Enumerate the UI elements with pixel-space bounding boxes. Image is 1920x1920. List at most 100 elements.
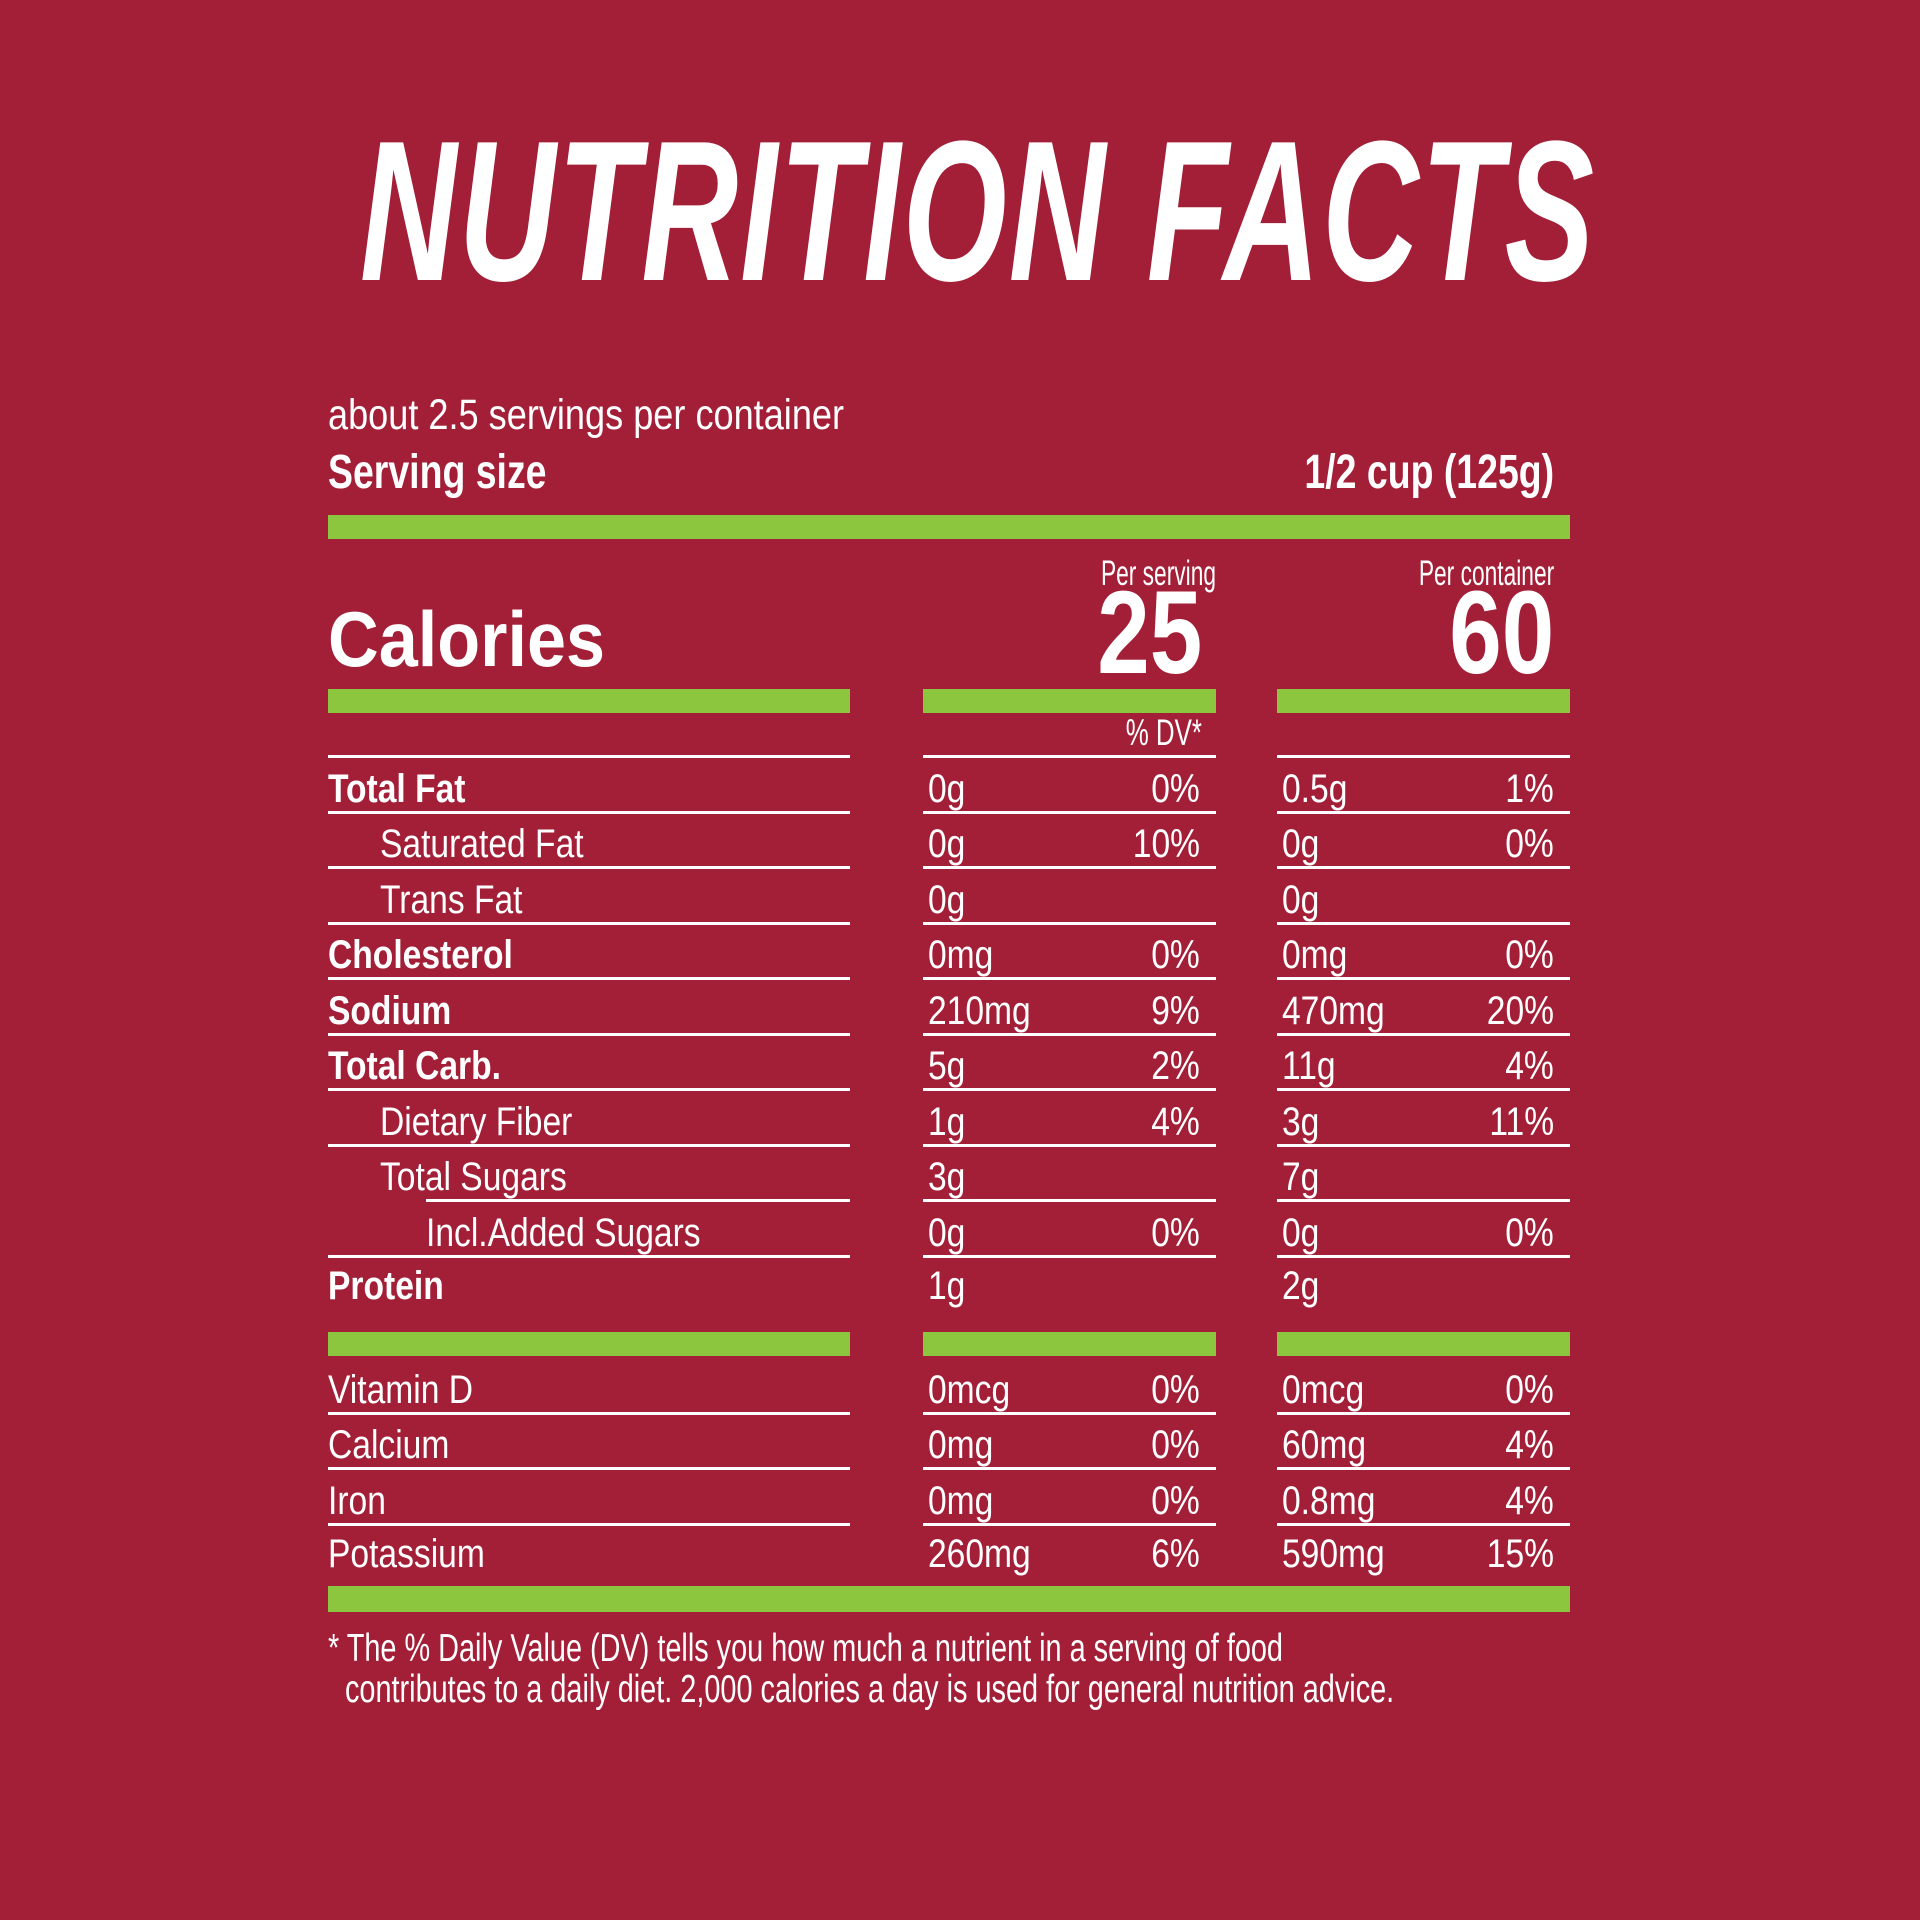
divider-bar-mid-serving [923,1332,1216,1356]
serving-amount: 0mg [928,933,994,978]
container-dv: 20% [1486,988,1554,1033]
container-amount: 0mcg [1282,1367,1365,1412]
container-amount: 0g [1282,822,1320,867]
nutrient-label: Incl.Added Sugars [426,1210,701,1255]
calories-label: Calories [328,595,606,683]
serving-amount: 210mg [928,988,1031,1033]
dv-footnote: * The % Daily Value (DV) tells you how m… [328,1628,1763,1710]
table-row: Sodium 210mg 9% 470mg 20% [328,977,1570,1033]
nutrient-label: Total Carb. [328,1044,501,1089]
serving-amount: 0g [928,766,966,811]
table-row: Calcium 0mg 0% 60mg 4% [328,1411,1570,1468]
serving-dv: 6% [1151,1531,1200,1576]
footnote-line-2: contributes to a daily diet. 2,000 calor… [345,1668,1395,1711]
nutrient-table: Total Fat 0g 0% 0.5g 1% Saturated Fat 0g 10… [328,755,1570,1332]
container-dv: 11% [1489,1099,1554,1144]
nutrient-label: Trans Fat [380,877,523,922]
serving-size-label: Serving size [328,446,547,499]
table-row: Potassium 260mg 6% 590mg 15% [328,1522,1570,1586]
container-amount: 0.8mg [1282,1478,1376,1523]
divider-bar-calories-container [1277,689,1570,713]
nutrient-label: Total Fat [328,766,466,811]
container-amount: 60mg [1282,1423,1367,1468]
container-dv: 4% [1505,1423,1554,1468]
divider-bar-bottom [328,1586,1570,1612]
container-dv: 1% [1505,766,1554,811]
container-amount: 2g [1282,1263,1320,1308]
nutrient-label: Saturated Fat [380,822,584,867]
serving-amount: 0mg [928,1423,994,1468]
container-amount: 11g [1282,1044,1336,1089]
table-row: Dietary Fiber 1g 4% 3g 11% [328,1088,1570,1144]
nutrient-label: Total Sugars [380,1155,567,1200]
serving-amount: 0g [928,877,966,922]
table-row: Iron 0mg 0% 0.8mg 4% [328,1467,1570,1523]
container-dv: 15% [1486,1531,1554,1576]
servings-per-container: about 2.5 servings per container [328,391,845,439]
serving-amount: 260mg [928,1531,1031,1576]
serving-amount: 3g [928,1155,966,1200]
table-row: Incl.Added Sugars 0g 0% 0g 0% [328,1199,1570,1255]
serving-dv: 0% [1151,1478,1200,1523]
divider-bar-calories-left [328,689,850,713]
table-row: Cholesterol 0mg 0% 0mg 0% [328,921,1570,978]
per-serving-header: Per serving [1100,554,1216,593]
nutrient-label: Potassium [328,1531,485,1576]
serving-size-value: 1/2 cup (125g) [1304,446,1554,499]
calories-per-serving-value: 25 [1096,567,1202,699]
dv-column-header: % DV* [1125,712,1202,753]
serving-amount: 1g [928,1263,966,1308]
serving-amount: 0mcg [928,1367,1011,1412]
serving-dv: 0% [1151,1423,1200,1468]
serving-dv: 0% [1151,766,1200,811]
serving-amount: 0g [928,822,966,867]
table-row: Protein 1g 2g [328,1254,1570,1333]
serving-dv: 2% [1151,1044,1200,1089]
table-row: Total Fat 0g 0% 0.5g 1% [328,755,1570,811]
per-container-header: Per container [1418,554,1554,593]
page-title: NUTRITION FACTS [360,100,1597,323]
nutrient-label: Dietary Fiber [380,1099,573,1144]
container-dv: 0% [1505,1210,1554,1255]
serving-dv: 4% [1151,1099,1200,1144]
calories-per-container-value: 60 [1448,567,1554,699]
container-amount: 0g [1282,877,1320,922]
serving-dv: 9% [1151,988,1200,1033]
divider-bar-mid-left [328,1332,850,1356]
container-amount: 3g [1282,1099,1320,1144]
container-amount: 470mg [1282,988,1385,1033]
serving-dv: 0% [1151,1210,1200,1255]
nutrient-label: Iron [328,1478,386,1523]
container-dv: 4% [1505,1044,1554,1089]
container-amount: 7g [1282,1155,1320,1200]
serving-amount: 0mg [928,1478,994,1523]
divider-bar-mid-container [1277,1332,1570,1356]
container-dv: 0% [1505,822,1554,867]
container-amount: 0g [1282,1210,1320,1255]
divider-bar-calories-serving [923,689,1216,713]
nutrient-label: Sodium [328,988,452,1033]
vitamins-table: Vitamin D 0mcg 0% 0mcg 0% Calcium 0mg 0% 60… [328,1356,1570,1586]
nutrient-label: Cholesterol [328,933,513,978]
serving-dv: 10% [1132,822,1200,867]
nutrient-label: Protein [328,1263,444,1308]
nutrient-label: Vitamin D [328,1367,474,1412]
container-amount: 590mg [1282,1531,1385,1576]
nutrient-label: Calcium [328,1423,450,1468]
container-dv: 0% [1505,933,1554,978]
table-row: Total Carb. 5g 2% 11g 4% [328,1032,1570,1089]
table-row: Saturated Fat 0g 10% 0g 0% [328,810,1570,867]
divider-bar-top [328,515,1570,539]
serving-amount: 1g [928,1099,966,1144]
table-row: Vitamin D 0mcg 0% 0mcg 0% [328,1356,1570,1412]
footnote-line-1: * The % Daily Value (DV) tells you how m… [328,1627,1283,1670]
serving-dv: 0% [1151,933,1200,978]
table-row: Total Sugars 3g 7g [328,1143,1570,1200]
table-row: Trans Fat 0g 0g [328,866,1570,922]
serving-dv: 0% [1151,1367,1200,1412]
container-dv: 0% [1505,1367,1554,1412]
container-amount: 0mg [1282,933,1348,978]
container-amount: 0.5g [1282,766,1348,811]
container-dv: 4% [1505,1478,1554,1523]
